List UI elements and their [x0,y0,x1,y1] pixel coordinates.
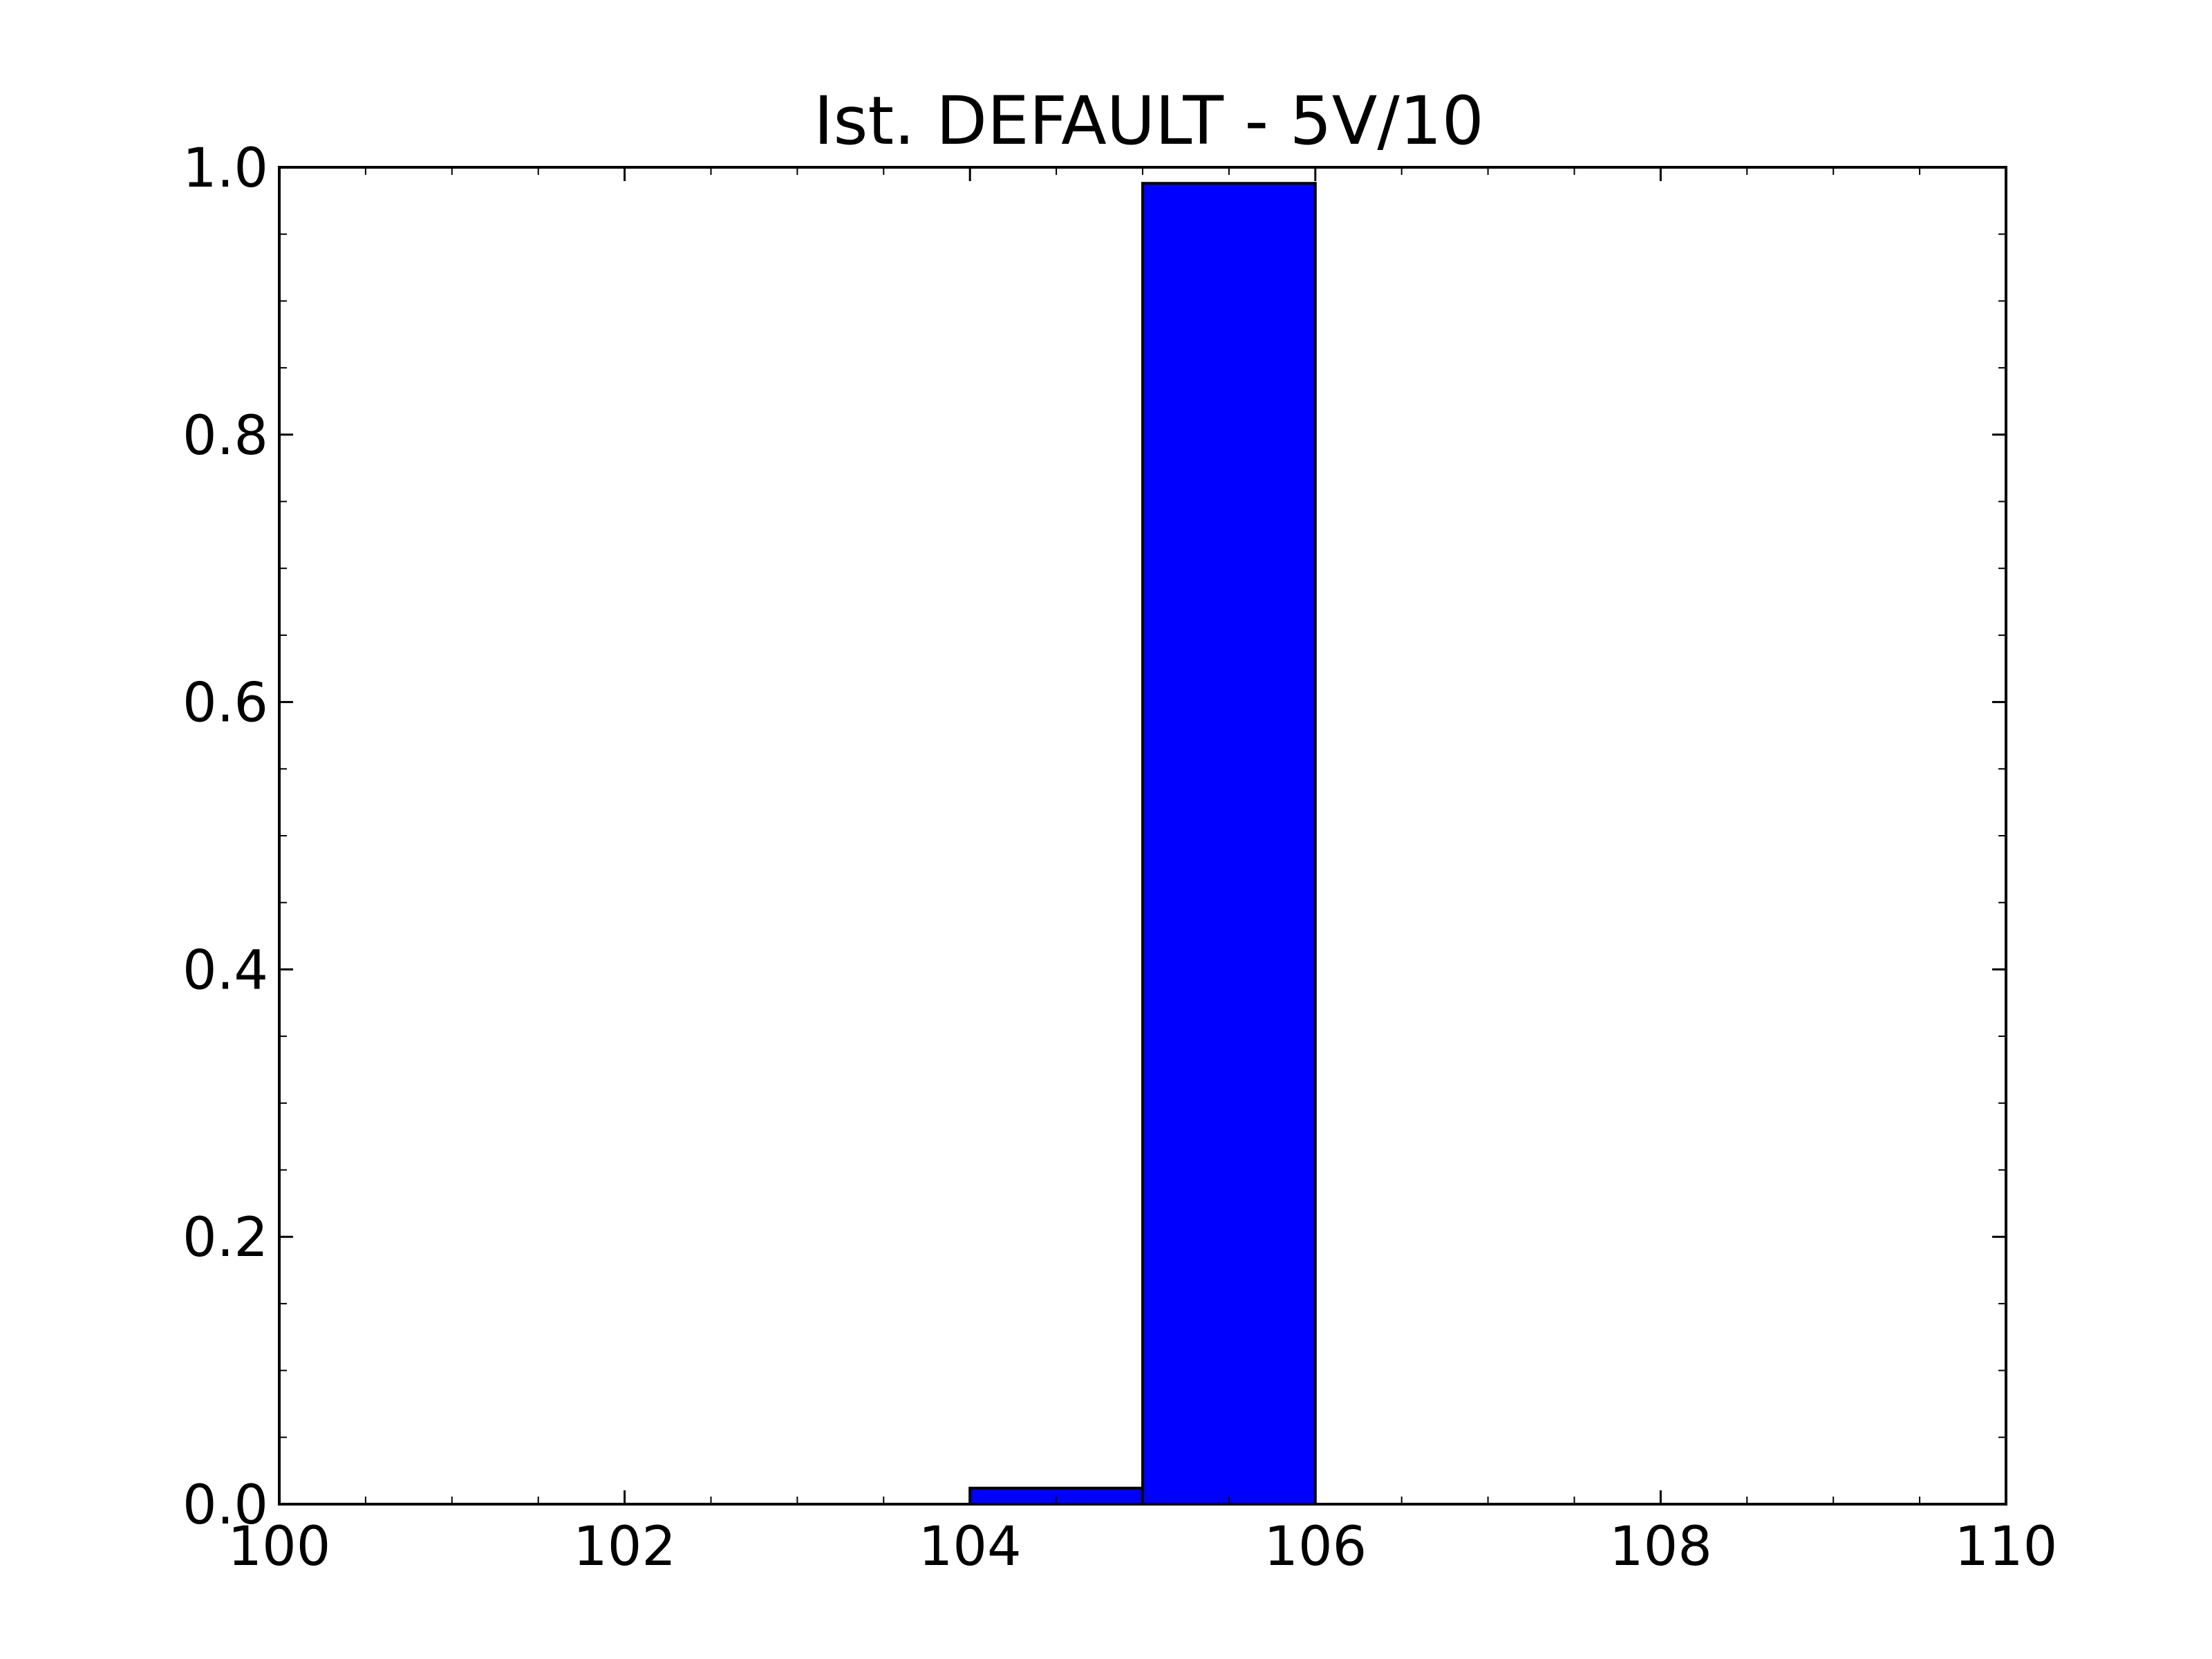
x-tick-label: 104 [919,1516,1022,1578]
histogram-bar [1141,182,1317,1506]
x-tick-label: 108 [1609,1516,1712,1578]
plot-area-frame [278,166,2007,1506]
y-tick-label: 0.0 [182,1474,268,1537]
y-tick-label: 0.6 [182,673,268,735]
y-tick-label: 1.0 [182,138,268,200]
x-tick-labels: 100 102 104 106 108 110 [228,1516,2058,1578]
x-tick-label: 102 [573,1516,676,1578]
chart-title: Ist. DEFAULT - 5V/10 [814,82,1484,160]
x-tick-label: 100 [228,1516,331,1578]
y-tick-label: 0.4 [182,939,268,1002]
y-tick-labels: 0.0 0.2 0.4 0.6 0.8 1.0 [182,138,268,1537]
y-tick-label: 0.2 [182,1207,268,1269]
x-tick-label: 110 [1955,1516,2058,1578]
y-tick-label: 0.8 [182,405,268,467]
x-tick-label: 106 [1264,1516,1367,1578]
bars-layer [968,182,1317,1506]
